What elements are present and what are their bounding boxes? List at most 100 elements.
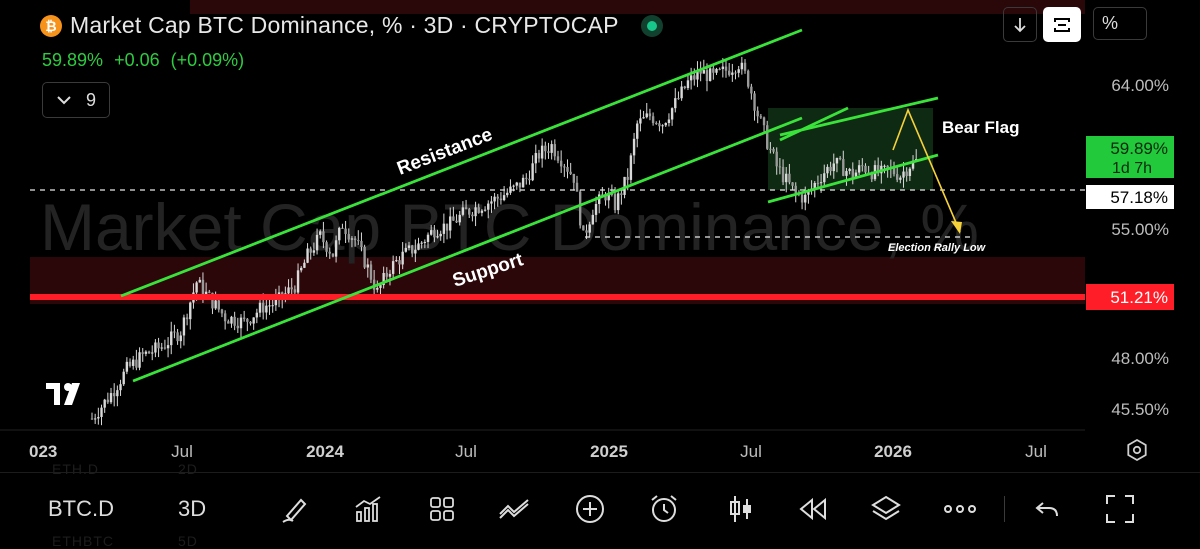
candle-body (902, 171, 905, 178)
layouts-button[interactable] (426, 491, 458, 527)
candle-body (908, 168, 912, 177)
candle-body (642, 117, 645, 119)
candle-body (195, 282, 198, 293)
candle-body (699, 70, 702, 74)
candle-body (870, 173, 874, 180)
candle-body (781, 167, 785, 183)
time-axis[interactable]: 023 Jul 2024 Jul 2025 Jul 2026 Jul (29, 442, 1047, 461)
candle-body (588, 224, 591, 233)
candle-body (727, 70, 731, 75)
fullscreen-button[interactable] (1103, 491, 1137, 527)
candle-body (132, 359, 135, 366)
indicators-button[interactable] (352, 491, 384, 527)
candle-body (911, 160, 915, 169)
candle-body (854, 172, 858, 179)
candle-body (395, 260, 398, 262)
svg-text:1d 7h: 1d 7h (1112, 160, 1152, 177)
candle-body (287, 287, 290, 294)
x-tick-label: Jul (455, 442, 477, 461)
candle-body (341, 227, 344, 229)
candle-body (239, 317, 243, 329)
candle-body (442, 223, 446, 234)
undo-button[interactable] (1032, 491, 1062, 527)
x-tick-label: Jul (171, 442, 193, 461)
candle-body (464, 207, 468, 210)
candle-body (417, 243, 420, 250)
candle-body (743, 62, 747, 71)
candle-body (106, 399, 110, 403)
candle-body (604, 195, 607, 201)
candle-body (883, 165, 886, 167)
add-button[interactable] (573, 491, 607, 527)
candle-body (265, 305, 268, 313)
support-line (132, 116, 803, 383)
candle-body (141, 352, 144, 354)
candle-body (578, 191, 582, 226)
candle-body (667, 119, 671, 124)
symbol-button[interactable]: BTC.D (48, 496, 114, 521)
percent-scale-button[interactable]: % (1093, 7, 1147, 40)
candle-body (357, 240, 360, 242)
candle-body (826, 166, 829, 174)
last-price: 59.89% (42, 50, 104, 70)
candle-body (160, 347, 163, 349)
candle-body (845, 171, 848, 176)
candle-body (864, 165, 867, 173)
replay-button[interactable] (797, 491, 829, 527)
chart-settings-gear-icon[interactable] (1127, 438, 1147, 462)
candle-body (607, 193, 610, 201)
drawing-tools-button[interactable] (278, 491, 310, 527)
candle-body (474, 207, 477, 217)
candle-body (766, 125, 769, 149)
candle-body (819, 182, 823, 184)
candle-body (594, 203, 598, 215)
candles (90, 56, 918, 426)
candle-body (347, 234, 350, 240)
candle-body (220, 309, 224, 314)
candle-body (658, 123, 661, 127)
symbol-title[interactable]: Market Cap BTC Dominance, % · 3D · CRYPT… (70, 12, 619, 38)
candle-body (274, 298, 278, 306)
object-tree-button[interactable] (869, 491, 903, 527)
candle-body (563, 166, 566, 168)
percent-scale-label: % (1102, 13, 1119, 33)
download-button[interactable] (1003, 7, 1037, 42)
projection-path (892, 107, 961, 233)
candle-body (613, 194, 617, 211)
chart-type-button[interactable] (726, 491, 754, 527)
auto-scale-button[interactable] (1043, 7, 1081, 42)
candle-body (569, 171, 572, 174)
bear-flag-label: Bear Flag (942, 118, 1019, 137)
x-tick-label: Jul (740, 442, 762, 461)
candle-body (255, 312, 259, 318)
candle-body (753, 93, 756, 111)
candle-body (290, 287, 293, 290)
candle-body (315, 234, 319, 251)
candle-body (122, 371, 125, 385)
candle-body (582, 225, 585, 231)
alerts-button[interactable] (647, 491, 681, 527)
candle-body (762, 117, 766, 126)
candle-body (404, 247, 408, 252)
price-axis[interactable]: 64.00% 55.00% 48.00% 45.50% 59.89% 1d 7h… (1086, 76, 1174, 419)
chart-watermark: Market Cap BTC Dominance, % (40, 190, 979, 264)
candle-body (252, 317, 255, 324)
candle-body (499, 198, 503, 201)
x-tick-label: 2026 (874, 442, 912, 461)
interval-button[interactable]: 3D (178, 496, 207, 521)
y-tick-label: 55.00% (1111, 220, 1169, 239)
indicators-toggle-button[interactable]: 9 (42, 82, 110, 118)
candle-body (236, 325, 240, 329)
ghost-symbol: ETHBTC (52, 533, 114, 549)
more-button[interactable] (943, 491, 977, 527)
candle-body (303, 262, 306, 268)
candle-body (496, 196, 499, 199)
compare-button[interactable] (498, 491, 532, 527)
candle-body (372, 279, 376, 290)
candle-body (518, 182, 522, 188)
candle-body (452, 216, 455, 221)
candlestick-icon (730, 496, 751, 522)
candle-body (769, 148, 772, 150)
candle-body (242, 317, 246, 319)
